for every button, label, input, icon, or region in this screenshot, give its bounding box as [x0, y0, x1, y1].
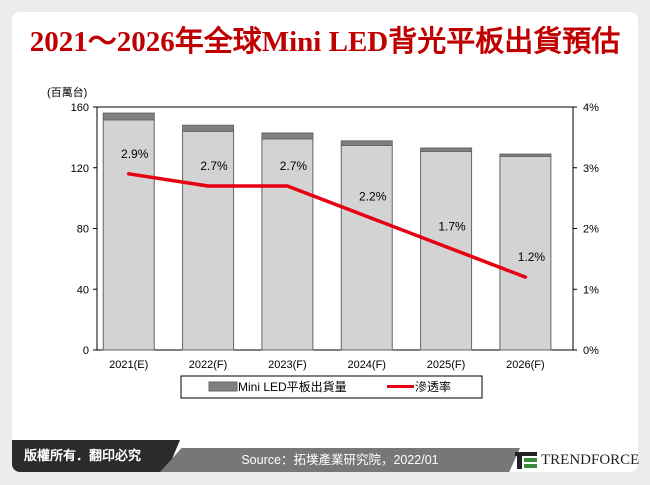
x-tick-label: 2022(F): [189, 359, 228, 371]
trendforce-logo: TRENDFORCE: [515, 448, 640, 472]
y-tick-label: 160: [71, 102, 89, 114]
y-tick-label: 0: [83, 345, 89, 357]
bar-segment-mini-led: [420, 147, 473, 152]
bar-segment-other: [420, 150, 473, 351]
copyright-notice: 版權所有．翻印必究: [12, 440, 180, 472]
x-tick-label: 2025(F): [427, 359, 466, 371]
line-point: [365, 214, 369, 218]
source-note: Source：拓墣產業研究院，2022/01: [160, 448, 520, 472]
x-tick-label: 2024(F): [347, 359, 386, 371]
data-label: 2.7%: [200, 159, 228, 173]
y-tick-label: 120: [71, 163, 89, 175]
line-point: [444, 245, 448, 249]
y2-tick-label: 0%: [583, 345, 599, 357]
line-point: [206, 184, 210, 188]
bar-segment-other: [499, 155, 552, 351]
data-label: 2.7%: [280, 159, 308, 173]
legend-box: [180, 375, 483, 399]
chart-title: 2021～2026年全球Mini LED背光平板出貨預估: [29, 26, 621, 58]
y-axis-unit: (百萬台): [47, 85, 87, 99]
bar-segment-other: [102, 119, 155, 351]
legend-label-penetration-rate: 滲透率: [415, 379, 451, 394]
x-tick-label: 2026(F): [506, 359, 545, 371]
bar-segment-other: [182, 130, 235, 351]
y-tick-label: 80: [77, 224, 89, 236]
y2-tick-label: 4%: [583, 102, 599, 114]
y-tick-label: 40: [77, 284, 89, 296]
penetration-rate-line: [126, 172, 528, 279]
y2-tick-label: 1%: [583, 284, 599, 296]
line-point: [127, 172, 131, 176]
data-label: 2.9%: [121, 147, 149, 161]
data-label: 2.2%: [359, 189, 387, 203]
y2-tick-label: 2%: [583, 224, 599, 236]
bar-segment-mini-led: [182, 124, 235, 132]
y2-tick-label: 3%: [583, 163, 599, 175]
bar-segment-mini-led: [499, 153, 552, 157]
trendforce-logo-icon: [515, 452, 537, 469]
bar-segment-other: [261, 138, 314, 351]
bar-segment-mini-led: [102, 112, 155, 121]
data-label: 1.7%: [438, 220, 466, 234]
legend-swatch-mini-led: [208, 381, 238, 392]
line-point: [523, 275, 527, 279]
x-tick-label: 2023(F): [268, 359, 307, 371]
x-tick-label: 2021(E): [109, 359, 148, 371]
bar-segment-other: [340, 144, 393, 351]
data-label: 1.2%: [518, 250, 546, 264]
legend-label-mini-led: Mini LED平板出貨量: [238, 379, 347, 394]
bar-segment-mini-led: [340, 140, 393, 146]
trendforce-logo-text: TRENDFORCE: [541, 451, 640, 468]
line-point: [285, 184, 289, 188]
bar-segment-mini-led: [261, 132, 314, 140]
